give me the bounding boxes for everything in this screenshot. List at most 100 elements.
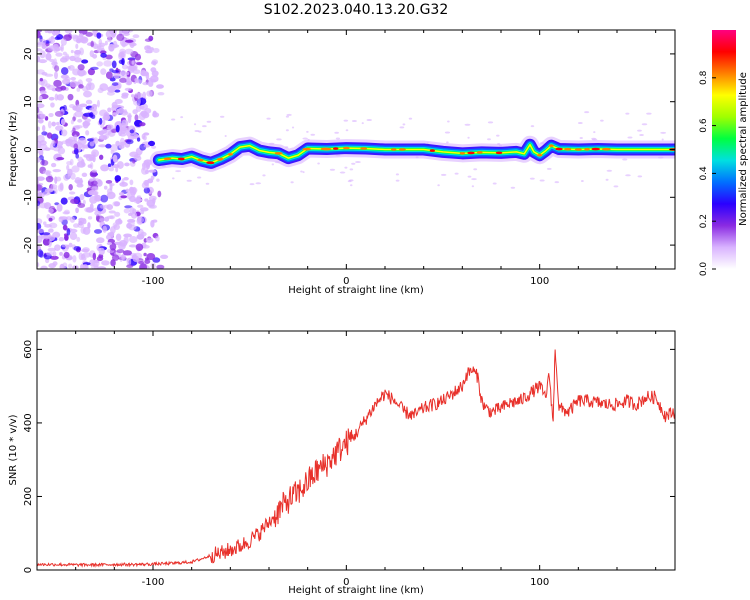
spectrogram-noise-speck <box>139 263 148 269</box>
spectrogram-noise-speck <box>111 60 117 69</box>
spectrogram-noise-speck <box>106 204 114 211</box>
spectrogram-faint-speck <box>467 136 470 139</box>
spectrogram-track-peak <box>179 157 185 161</box>
spectrogram-noise-speck <box>125 188 130 193</box>
spectrogram-noise-speck <box>94 259 100 264</box>
spectrogram-noise-speck <box>119 127 129 132</box>
spectrogram-faint-speck <box>180 116 184 119</box>
snr-ytick-label: 200 <box>23 487 34 506</box>
spectrogram-faint-speck <box>349 168 354 171</box>
spectrogram-noise-speck <box>134 92 143 99</box>
spectrogram-track-peak <box>333 147 339 150</box>
spectrogram-noise-speck <box>66 168 73 177</box>
spectrogram-noise-speck <box>44 116 49 121</box>
colorbar-tick-label: 0.0 <box>699 262 709 277</box>
spectrogram-faint-speck <box>171 118 176 121</box>
spectrogram-noise-speck <box>78 217 85 226</box>
spectrogram-noise-speck <box>83 112 92 117</box>
spectrogram-noise-speck <box>70 198 79 205</box>
spectrogram-faint-speck <box>637 175 643 178</box>
spectrogram-noise-speck <box>113 201 121 207</box>
spectrogram-faint-speck <box>606 169 613 172</box>
spectrogram-faint-speck <box>660 131 667 134</box>
spectrogram-faint-speck <box>529 177 535 180</box>
spectrogram-noise-speck <box>114 175 122 182</box>
spectrogram-noise-speck <box>99 50 107 54</box>
spectrogram-noise-speck <box>142 82 149 86</box>
spectrogram-noise-speck <box>111 254 120 261</box>
spectrogram-ylabel: Frequency (Hz) <box>8 111 19 187</box>
spectrogram-noise-speck <box>96 45 102 53</box>
spectrogram-noise-speck <box>105 71 113 80</box>
spectrogram-noise-speck <box>52 251 57 257</box>
spectrogram-faint-speck <box>302 171 305 174</box>
spectrogram-faint-speck <box>510 186 516 189</box>
snr-ytick-label: 400 <box>23 413 34 432</box>
spectrogram-noise-speck <box>108 44 115 52</box>
spectrogram-faint-speck <box>471 185 475 188</box>
spectrogram-noise-speck <box>156 84 164 89</box>
spectrogram-noise-speck <box>136 62 143 66</box>
spectrogram-noise-speck <box>79 177 83 186</box>
spectrogram-noise-speck <box>110 259 116 267</box>
spectrogram-noise-speck <box>113 241 123 246</box>
spectrogram-noise-speck <box>102 119 106 126</box>
spectrogram-noise-speck <box>98 130 105 136</box>
spectrogram-noise-speck <box>74 125 83 129</box>
spectrogram-noise-speck <box>119 255 125 260</box>
spectrogram-noise-speck <box>71 131 80 138</box>
spectrogram-noise-speck <box>148 140 156 147</box>
spectrogram-noise-speck <box>108 183 115 187</box>
spectrogram-noise-speck <box>60 67 69 75</box>
spectrogram-noise-speck <box>142 91 147 99</box>
spectrogram-noise-speck <box>56 203 63 212</box>
colorbar: 0.0 0.2 0.4 0.6 0.8 Normalized spectral ampl… <box>699 30 749 276</box>
spectrogram-noise-speck <box>133 155 142 161</box>
spectrogram-noise-speck <box>45 251 54 256</box>
spectrogram-noise-speck <box>48 239 52 246</box>
spectrogram-noise-speck <box>46 132 53 139</box>
spectrogram-xtick-label: 0 <box>343 276 349 287</box>
spectrogram-faint-speck <box>395 179 400 182</box>
spectrogram-faint-speck <box>224 134 227 137</box>
spectrogram-noise-speck <box>64 234 69 241</box>
spectrogram-noise-speck <box>87 68 96 76</box>
spectrogram-noise-speck <box>54 110 64 117</box>
spectrogram-track-peak <box>555 147 563 151</box>
spectrogram-faint-speck <box>291 126 295 129</box>
spectrogram-noise-speck <box>82 226 91 235</box>
spectrogram-noise-speck <box>83 90 92 98</box>
spectrogram-noise-speck <box>93 229 103 234</box>
spectrogram-noise-speck <box>85 77 93 83</box>
spectrogram-noise-speck <box>92 104 98 108</box>
spectrogram-faint-speck <box>591 137 597 140</box>
spectrogram-noise-speck <box>100 194 109 203</box>
spectrogram-faint-speck <box>399 126 405 129</box>
spectrogram-noise-speck <box>123 177 129 181</box>
spectrogram-noise-speck <box>124 87 132 92</box>
spectrogram-noise-speck <box>62 104 67 112</box>
spectrogram-faint-speck <box>300 170 303 173</box>
spectrogram-noise-speck <box>113 71 120 79</box>
spectrogram-noise-speck <box>47 208 54 214</box>
spectrogram-noise-speck <box>160 254 169 259</box>
spectrogram-noise-speck <box>112 112 118 116</box>
spectrogram-track-peak <box>476 151 483 154</box>
spectrogram-faint-speck <box>197 176 202 179</box>
spectrogram-noise-speck <box>129 129 135 134</box>
spectrogram-noise-speck <box>105 143 112 149</box>
spectrogram-faint-speck <box>492 182 497 185</box>
spectrogram-noise-speck <box>78 252 84 261</box>
spectrogram-noise-speck <box>44 30 49 34</box>
spectrogram-noise-speck <box>97 87 104 94</box>
spectrogram-faint-speck <box>285 115 289 118</box>
spectrogram-noise-speck <box>45 83 51 88</box>
spectrogram-xtick-label: 100 <box>530 276 549 287</box>
spectrogram-faint-speck <box>194 130 200 133</box>
spectrogram-noise-speck <box>82 247 90 253</box>
spectrogram-noise-speck <box>84 118 92 123</box>
snr-frame <box>36 330 676 571</box>
spectrogram-noise-speck <box>37 249 44 258</box>
spectrogram-noise-speck <box>44 224 52 228</box>
